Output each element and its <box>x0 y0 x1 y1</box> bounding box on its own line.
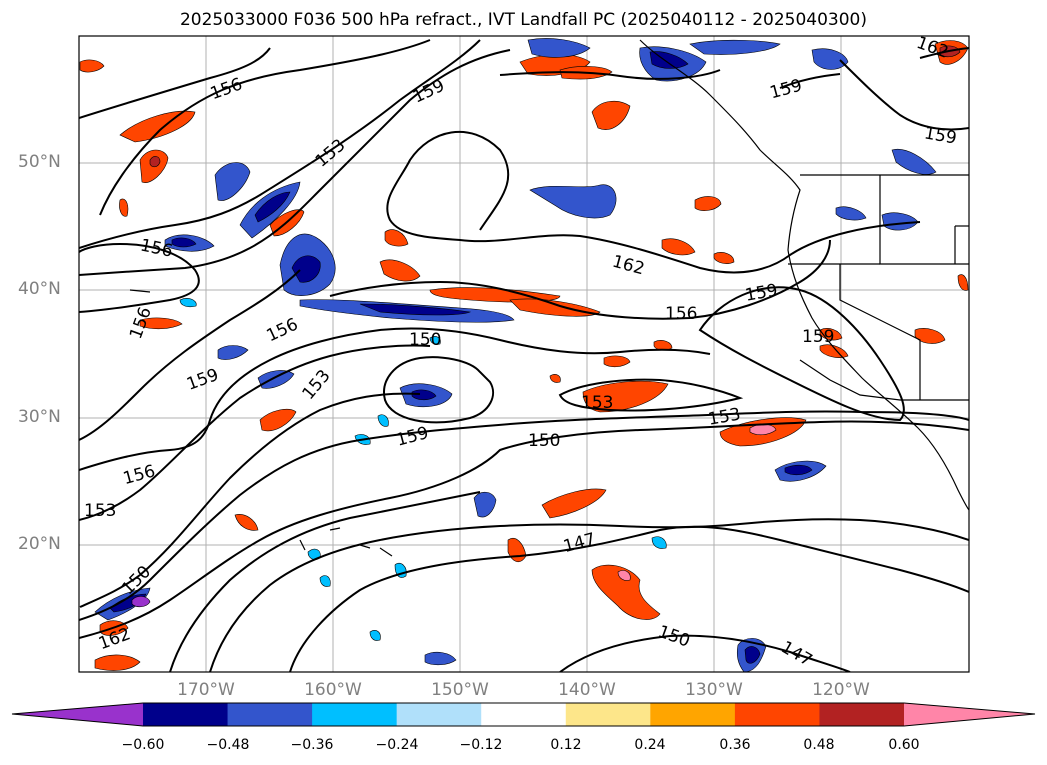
contour-label: 159 <box>802 327 834 347</box>
graticule <box>79 36 969 672</box>
colorbar-segment <box>481 703 567 726</box>
contour-label: 153 <box>581 393 613 413</box>
coastlines <box>129 39 969 557</box>
colorbar-segment <box>650 703 736 726</box>
lat-label: 30°N <box>18 407 61 427</box>
lat-label: 20°N <box>18 534 61 554</box>
height-contours <box>79 39 969 672</box>
colorbar-tick: −0.12 <box>459 737 503 753</box>
lon-label: 170°W <box>177 680 235 700</box>
contour-label: 150 <box>409 330 441 350</box>
colorbar-tick: 0.24 <box>634 737 666 753</box>
colorbar-tick: 0.60 <box>888 737 920 753</box>
colorbar-segment <box>734 703 820 726</box>
colorbar-tick: 0.12 <box>550 737 582 753</box>
colorbar-tick: 0.48 <box>803 737 835 753</box>
colorbar <box>11 702 1036 727</box>
colorbar-extend-high <box>904 703 1035 726</box>
colorbar-tick: 0.36 <box>719 737 751 753</box>
colorbar-segment <box>227 703 313 726</box>
colorbar-segment <box>565 703 651 726</box>
colorbar-segment <box>143 703 229 726</box>
colorbar-extend-low <box>12 703 143 726</box>
lat-label: 40°N <box>18 279 61 299</box>
colorbar-tick: −0.36 <box>290 737 334 753</box>
colorbar-tick: −0.60 <box>121 737 165 753</box>
contour-label: 150 <box>528 431 560 451</box>
map-plot: 156 159 153 162 156 159 156 159 162 159 … <box>78 33 970 673</box>
map-title: 2025033000 F036 500 hPa refract., IVT La… <box>179 10 867 30</box>
positive-anomaly-regions <box>79 40 969 671</box>
lon-label: 120°W <box>812 680 870 700</box>
lon-label: 150°W <box>431 680 489 700</box>
colorbar-tick: −0.24 <box>375 737 419 753</box>
colorbar-segment <box>312 703 398 726</box>
contour-label: 153 <box>84 501 116 521</box>
map-frame <box>78 35 970 673</box>
lon-label: 140°W <box>558 680 616 700</box>
lon-label: 130°W <box>685 680 743 700</box>
colorbar-tick: −0.48 <box>206 737 250 753</box>
colorbar-outline <box>11 702 1036 727</box>
lat-label: 50°N <box>18 152 61 172</box>
colorbar-segment <box>819 703 905 726</box>
contour-label: 156 <box>665 304 697 324</box>
negative-anomaly-regions <box>94 38 937 672</box>
lon-label: 160°W <box>304 680 362 700</box>
colorbar-segment <box>396 703 482 726</box>
